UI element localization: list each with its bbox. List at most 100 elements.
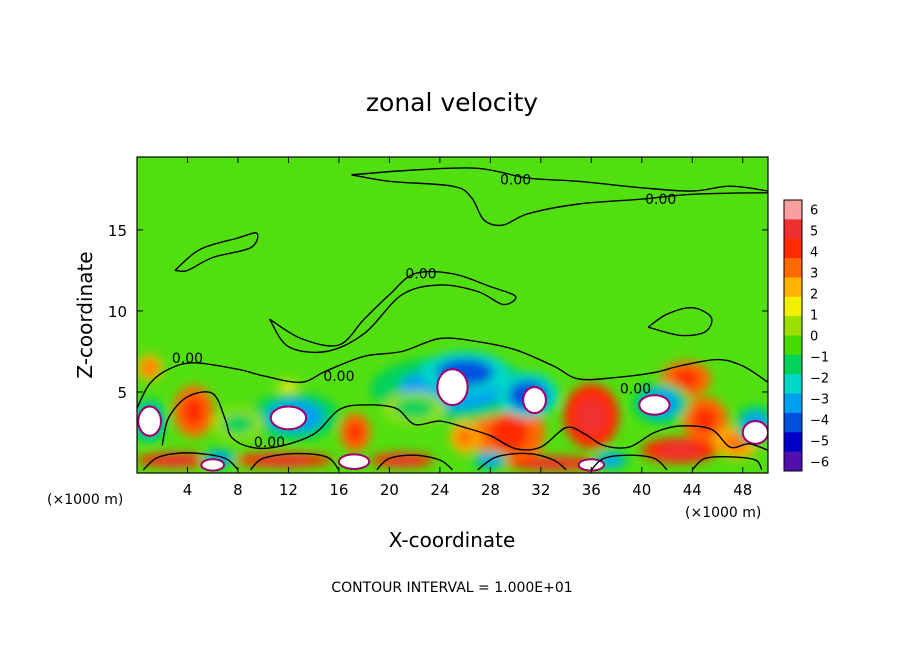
colorbar-swatch [784, 316, 802, 336]
zero-contour-line [351, 174, 768, 227]
positive-velocity-core [489, 412, 529, 453]
x-axis-label: X-coordinate [389, 528, 516, 552]
out-of-range-patch [337, 453, 371, 470]
x-tick-label: 32 [531, 481, 550, 499]
x-tick-label: 44 [683, 481, 702, 499]
out-of-range-patch [741, 420, 768, 445]
positive-velocity-core [142, 360, 157, 375]
zero-contour-line [691, 455, 763, 471]
colorbar-swatch [784, 200, 802, 220]
x-tick-label: 48 [733, 481, 752, 499]
x-axis-ticks: 4 8 12 16 20 24 28 32 36 40 44 48 [183, 157, 752, 499]
positive-velocity-core [529, 459, 578, 468]
colorbar-tick-label: −4 [810, 413, 829, 428]
chart-title: zonal velocity [366, 88, 538, 117]
y-axis-label: Z-coordinate [73, 251, 97, 378]
colorbar-swatch [784, 412, 802, 433]
colorbar-swatch [784, 238, 802, 259]
x-tick-label: 4 [183, 481, 193, 499]
y-tick-label: 15 [108, 222, 127, 240]
x-tick-label: 24 [430, 481, 449, 499]
negative-velocity-core [394, 397, 436, 419]
x-tick-label: 28 [481, 481, 500, 499]
positive-velocity-core [456, 428, 474, 447]
colorbar-swatch [784, 296, 802, 317]
colorbar-tick-label: 0 [810, 330, 818, 345]
zero-contour-line [647, 306, 713, 337]
positive-velocity-core [154, 456, 196, 465]
positive-velocity-core [254, 456, 310, 465]
plot-area: 0.000.000.000.000.000.000.00 4 8 12 16 20 24 2… [108, 156, 769, 499]
contour-label: 0.00 [500, 173, 531, 189]
colorbar-swatch [784, 451, 802, 472]
out-of-range-patch [269, 405, 308, 431]
out-of-range-patch [436, 368, 469, 406]
contour-label: 0.00 [620, 382, 651, 398]
contour-label: 0.00 [172, 351, 203, 367]
y-tick-label: 5 [117, 384, 127, 402]
out-of-range-patch [638, 394, 671, 416]
contour-label: 0.00 [323, 369, 354, 385]
positive-velocity-core [658, 443, 701, 458]
contour-label: 0.00 [405, 267, 436, 283]
colorbar-swatch [784, 354, 802, 375]
x-tick-label: 40 [632, 481, 651, 499]
zero-contour-line [376, 454, 453, 471]
out-of-range-patch [137, 405, 162, 437]
contour-interval-note: CONTOUR INTERVAL = 1.000E+01 [331, 580, 572, 596]
positive-velocity-core [281, 382, 296, 392]
negative-velocity-core [221, 413, 255, 435]
colorbar-tick-label: 5 [810, 225, 818, 240]
x-tick-label: 36 [582, 481, 601, 499]
y-tick-label: 10 [108, 303, 127, 321]
positive-velocity-core [692, 407, 718, 433]
x-tick-label: 20 [380, 481, 399, 499]
colorbar-tick-label: 3 [810, 267, 818, 282]
positive-velocity-core [672, 369, 700, 389]
colorbar-tick-label: 2 [810, 288, 818, 303]
colorbar-tick-label: −1 [810, 350, 829, 365]
colorbar-swatch [784, 335, 802, 356]
colorbar-tick-label: 1 [810, 309, 818, 324]
zero-contour-line [250, 452, 340, 471]
zero-contour-line [142, 452, 239, 471]
x-tick-label: 16 [329, 481, 348, 499]
contour-label: 0.00 [254, 435, 285, 451]
x-units-left: (×1000 m) [47, 492, 123, 508]
positive-velocity-core [346, 421, 364, 444]
colorbar-tick-label: 6 [810, 204, 818, 219]
zero-contour-line [477, 452, 567, 471]
zero-contour-line [268, 270, 517, 354]
colorbar-swatch [784, 432, 802, 453]
contour-label: 0.00 [645, 192, 676, 208]
plot-frame [136, 156, 769, 474]
velocity-field: 0.00 0.00 0.00 0.00 0.00 0.00 0.00 [137, 167, 768, 472]
colorbar-tick-label: −2 [810, 371, 829, 386]
zero-contour-line [137, 337, 768, 409]
x-tick-label: 8 [233, 481, 243, 499]
positive-velocity-core [576, 398, 607, 435]
zero-contour-line [590, 454, 668, 471]
positive-velocity-core [182, 397, 205, 426]
out-of-range-patch [200, 458, 226, 472]
out-of-range-patch [522, 386, 547, 415]
colorbar-frame [783, 199, 803, 472]
positive-velocity-core [384, 456, 420, 465]
colorbar-tick-label: −3 [810, 392, 829, 407]
zero-contour-line [161, 391, 768, 451]
colorbar-tick-label: −6 [810, 455, 829, 470]
colorbar-swatch [784, 258, 802, 278]
colorbar-swatch [784, 277, 802, 298]
colorbar-tick-label: −5 [810, 434, 829, 449]
y-axis-ticks: 5 10 15 [108, 222, 768, 402]
colorbar-swatch [784, 393, 802, 414]
colorbar-swatch [784, 219, 802, 240]
zero-contour-line [351, 167, 768, 192]
x-units-right: (×1000 m) [685, 505, 761, 521]
colorbar: 6 5 4 3 2 1 0 −1 −2 −3 −4 −5 −6 [783, 199, 829, 472]
zero-contour-line [174, 232, 259, 273]
colorbar-tick-label: 4 [810, 246, 818, 261]
colorbar-swatch [784, 374, 802, 395]
x-tick-label: 12 [279, 481, 298, 499]
